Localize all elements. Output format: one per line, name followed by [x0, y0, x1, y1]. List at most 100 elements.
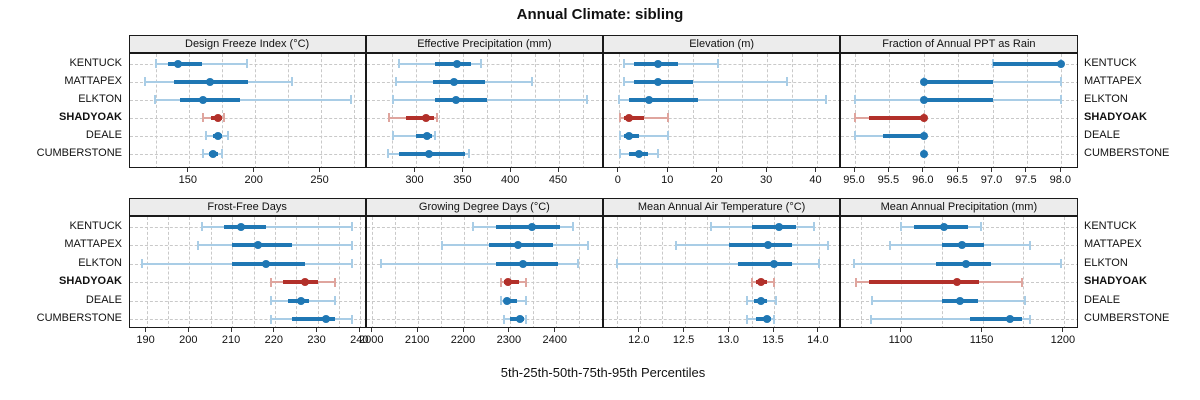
- gridline-vertical: [639, 217, 641, 327]
- whisker-cap-high: [657, 149, 660, 158]
- axis-tick-label: 97.5: [1015, 174, 1037, 186]
- axis-tick: [461, 168, 463, 172]
- whisker-cap-low: [204, 131, 207, 140]
- chart-title: Annual Climate: sibling: [516, 6, 684, 23]
- row-label-right: KENTUCK: [1084, 56, 1137, 69]
- gridline-vertical: [486, 217, 488, 327]
- whisker-cap-high: [433, 131, 436, 140]
- row-label-left: KENTUCK: [69, 219, 122, 232]
- axis-tick-label: 30: [759, 174, 773, 186]
- axis-tick-label: 1100: [888, 334, 913, 346]
- axis-tick-label: 300: [405, 174, 424, 186]
- gridline-vertical: [221, 54, 223, 167]
- gridline-vertical: [751, 217, 753, 327]
- panel-title: Mean Annual Air Temperature (°C): [637, 201, 806, 213]
- gridline-horizontal: [129, 282, 365, 283]
- gridline-vertical: [287, 54, 289, 167]
- gridline-horizontal: [129, 153, 365, 155]
- axis-tick-label: 97.0: [980, 174, 1003, 186]
- panel-title: Effective Precipitation (mm): [417, 38, 552, 50]
- axis-tick: [853, 168, 855, 172]
- whisker-cap-low: [900, 222, 903, 231]
- row-label-right: MATTAPEX: [1084, 238, 1142, 250]
- gridline-vertical: [707, 217, 708, 327]
- gridline-vertical: [982, 217, 984, 327]
- whisker-cap-low: [750, 277, 753, 287]
- axis-tick: [273, 328, 275, 332]
- gridline-vertical: [146, 217, 148, 327]
- axis-tick-label: 2100: [404, 334, 430, 346]
- axis-tick: [956, 168, 958, 172]
- gridline-horizontal: [366, 117, 602, 119]
- median-dot: [957, 241, 966, 249]
- gridline-vertical: [796, 217, 798, 327]
- median-dot: [1057, 59, 1066, 68]
- gridline-vertical: [511, 54, 513, 167]
- percentile-whisker: [620, 134, 669, 137]
- median-dot: [236, 222, 245, 231]
- interquartile-bar: [923, 97, 993, 102]
- gridline-horizontal: [366, 153, 602, 155]
- gridline-vertical: [418, 217, 420, 327]
- whisker-cap-low: [499, 296, 502, 305]
- axis-tick-label: 350: [453, 174, 472, 186]
- axis-tick-label: 12.5: [672, 334, 695, 346]
- panel-strip: Growing Degree Days (°C): [365, 198, 603, 216]
- whisker-cap-low: [616, 259, 619, 268]
- median-dot: [174, 59, 183, 68]
- gridline-vertical: [360, 217, 362, 327]
- gridline-vertical: [441, 217, 443, 327]
- panel-5: [365, 216, 603, 328]
- gridline-horizontal: [604, 153, 840, 155]
- interquartile-bar: [729, 243, 792, 247]
- panel-title: Design Freeze Index (°C): [185, 38, 310, 50]
- panel-strip: Effective Precipitation (mm): [365, 35, 603, 53]
- whisker-cap-low: [746, 314, 749, 324]
- axis-tick: [370, 328, 372, 332]
- axis-tick-label: 96.0: [912, 174, 934, 186]
- gridline-horizontal: [129, 117, 365, 119]
- median-dot: [449, 77, 458, 86]
- gridline-vertical: [578, 217, 580, 327]
- axis-tick-label: 13.5: [762, 334, 784, 346]
- gridline-horizontal: [366, 300, 602, 302]
- axis-tick: [358, 328, 360, 332]
- whisker-cap-high: [817, 259, 820, 268]
- whisker-cap-high: [576, 259, 579, 268]
- percentile-whisker: [392, 98, 587, 101]
- whisker-cap-high: [1028, 240, 1031, 250]
- median-dot: [213, 113, 222, 122]
- whisker-cap-high: [586, 240, 589, 250]
- gridline-horizontal: [366, 282, 602, 283]
- gridline-horizontal: [604, 63, 840, 65]
- median-dot: [513, 241, 522, 249]
- gridline-vertical: [860, 217, 862, 327]
- median-dot: [503, 296, 512, 305]
- median-dot: [955, 296, 964, 305]
- gridline-horizontal: [129, 135, 365, 137]
- row-label-right: CUMBERSTONE: [1084, 312, 1170, 324]
- gridline-vertical: [923, 54, 925, 167]
- axis-tick: [815, 168, 816, 172]
- whisker-cap-low: [391, 95, 394, 104]
- row-label-right: SHADYOAK: [1084, 110, 1147, 123]
- row-label-left: DEALE: [85, 293, 122, 306]
- gridline-vertical: [643, 54, 645, 167]
- panel-strip: Design Freeze Index (°C): [128, 35, 366, 53]
- axis-tick: [509, 168, 511, 172]
- whisker-cap-high: [349, 95, 352, 104]
- whisker-cap-high: [220, 149, 223, 158]
- gridline-vertical: [582, 54, 584, 167]
- median-dot: [654, 59, 663, 68]
- axis-tick-label: 200: [244, 174, 263, 186]
- panel-2: [603, 53, 841, 168]
- whisker-cap-low: [746, 296, 749, 305]
- axis-tick: [638, 328, 640, 332]
- gridline-vertical: [855, 54, 857, 167]
- median-dot: [756, 296, 765, 305]
- median-dot: [770, 259, 779, 268]
- median-dot: [423, 131, 432, 140]
- whisker-cap-high: [1028, 314, 1031, 324]
- median-dot: [322, 315, 331, 323]
- whisker-cap-high: [468, 149, 471, 158]
